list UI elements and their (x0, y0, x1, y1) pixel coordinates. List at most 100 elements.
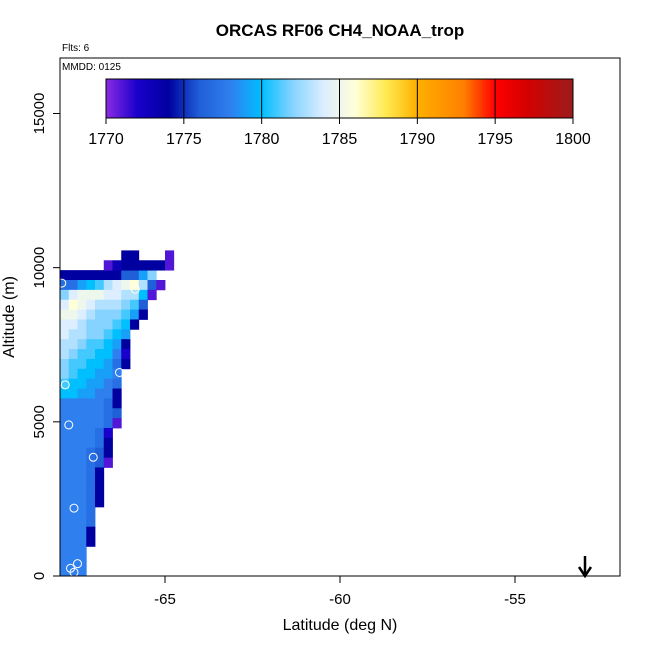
heatmap-cell (68, 447, 78, 458)
heatmap-cell (60, 566, 70, 577)
heatmap-cell (77, 408, 87, 419)
heatmap-cell (60, 358, 70, 370)
heatmap-cell (86, 428, 96, 439)
heatmap-cell (60, 378, 70, 389)
heatmap-cell (68, 270, 78, 281)
heatmap-cell (121, 339, 131, 350)
heatmap-cell (86, 280, 96, 291)
heatmap-cell (68, 339, 78, 350)
heatmap-cell (95, 329, 105, 340)
x-axis: -65 -60 -55 (154, 576, 526, 608)
heatmap-cell (60, 516, 70, 528)
heatmap-cell (121, 329, 131, 340)
heatmap-cell (60, 526, 70, 537)
heatmap-cell (77, 487, 87, 498)
heatmap-cell (103, 378, 113, 389)
heatmap-cell (86, 349, 96, 360)
heatmap-cell (86, 477, 96, 488)
heatmap-cell (86, 457, 96, 468)
heatmap-cell (112, 319, 122, 330)
heatmap-cell (77, 349, 87, 360)
heatmap-cell (95, 437, 105, 449)
heatmap-cell (121, 289, 131, 301)
heatmap-cell (138, 309, 148, 320)
y-tick-label: 15000 (31, 93, 48, 135)
heatmap-cell (95, 467, 105, 478)
heatmap-cell (95, 378, 105, 389)
heatmap-cell (68, 467, 78, 478)
heatmap-cell (77, 536, 87, 547)
heatmap-cell (95, 339, 105, 350)
colorbar-tick-label: 1780 (244, 131, 280, 148)
colorbar-tick-label: 1790 (400, 131, 436, 148)
heatmap-cell (60, 270, 70, 281)
heatmap-cell (112, 358, 122, 370)
heatmap-cell (77, 299, 87, 310)
heatmap-cell (86, 309, 96, 320)
heatmap-cell (103, 368, 113, 380)
heatmap-cell (112, 270, 122, 281)
heatmap-cell (103, 319, 113, 330)
heatmap-cell (147, 280, 157, 291)
heatmap-cell (121, 260, 131, 271)
heatmap-cell (130, 260, 140, 271)
colorbar-tick-label: 1770 (88, 131, 124, 148)
heatmap-cell (86, 398, 96, 409)
heatmap-cell (60, 299, 70, 310)
heatmap-cell (68, 388, 78, 399)
y-tick-label: 5000 (31, 405, 48, 438)
heatmap-cell (103, 289, 113, 301)
heatmap-cell (156, 260, 166, 271)
heatmap-cell (68, 546, 78, 557)
heatmap-cell (68, 309, 78, 320)
heatmap-cell (77, 556, 87, 567)
heatmap-cell (121, 280, 131, 291)
heatmap-cell (60, 289, 70, 301)
heatmap-cell (103, 349, 113, 360)
heatmap-cell (77, 319, 87, 330)
observation-point (130, 284, 140, 294)
heatmap-cell (68, 398, 78, 409)
heatmap-cell (86, 289, 96, 301)
heatmap-cell (147, 270, 157, 281)
heatmap-cell (86, 270, 96, 281)
heatmap-cell (95, 408, 105, 419)
heatmap-cell (121, 270, 131, 281)
heatmap-cell (60, 556, 70, 567)
heatmap-cell (95, 418, 105, 429)
heatmap-cell (68, 536, 78, 547)
heatmap-cell (60, 319, 70, 330)
heatmap-cell (95, 398, 105, 409)
heatmap-cell (121, 250, 131, 261)
heatmap-cell (86, 506, 96, 518)
colorbar: 1770 1775 1780 1785 1790 1795 1800 (88, 78, 591, 148)
heatmap-cell (86, 516, 96, 528)
heatmap-cell (103, 418, 113, 429)
heatmap-cell (86, 487, 96, 498)
heatmap-cell (112, 339, 122, 350)
heatmap-cell (77, 566, 87, 577)
heatmap-cell (103, 457, 113, 468)
heatmap-cell (77, 477, 87, 488)
heatmap-cell (86, 497, 96, 508)
heatmap-cell (68, 428, 78, 439)
heatmap-cell (103, 260, 113, 271)
heatmap-cell (77, 506, 87, 518)
heatmap-cell (95, 457, 105, 468)
heatmap-cell (60, 467, 70, 478)
heatmap-cell (147, 289, 157, 301)
y-axis-label: Altitude (m) (1, 276, 18, 358)
heatmap-cell (95, 319, 105, 330)
heatmap-cell (138, 299, 148, 310)
heatmap-cell (103, 329, 113, 340)
heatmap-cell (60, 506, 70, 518)
heatmap-cell (121, 299, 131, 310)
heatmap-cell (77, 368, 87, 380)
heatmap-cell (60, 536, 70, 547)
heatmap-cell (68, 457, 78, 468)
heatmap-cell (138, 270, 148, 281)
heatmap-cell (112, 418, 122, 429)
heatmap-cell (60, 428, 70, 439)
date-label: MMDD: 0125 (62, 62, 121, 73)
